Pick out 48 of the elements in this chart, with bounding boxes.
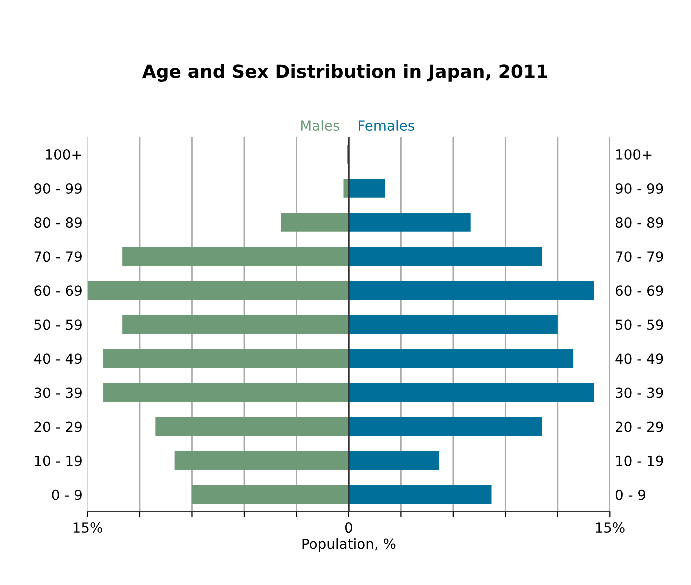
bar [348, 179, 386, 198]
bar [281, 213, 349, 232]
category-label: 100+ [46, 149, 82, 160]
bar [348, 315, 558, 334]
category-label: 0 - 9 [52, 490, 82, 500]
category-label: 30 - 39 [34, 388, 82, 398]
bar [348, 349, 574, 368]
chart-title: Age and Sex Distribution in Japan, 2011 [142, 64, 548, 82]
x-tick-label: 0 [345, 522, 352, 534]
category-label: 20 - 29 [34, 422, 82, 432]
bar [348, 213, 471, 232]
bar [348, 247, 542, 266]
y-tick-label: 70 - 79 [616, 252, 664, 262]
y-tick-label: 30 - 39 [616, 388, 664, 398]
category-label: 10 - 19 [35, 456, 82, 466]
bar [348, 281, 594, 300]
bar [103, 349, 349, 368]
y-tick-label: 50 - 59 [616, 320, 664, 330]
text: Females [359, 120, 414, 132]
category-label: 40 - 49 [34, 354, 82, 364]
category-label: 60 - 69 [34, 286, 82, 296]
series-label: Males [301, 120, 340, 132]
y-tick-label: 20 - 29 [616, 422, 664, 432]
y-tick-label: 0 - 9 [616, 490, 646, 500]
y-tick-label: 90 - 99 [616, 184, 664, 194]
bar [174, 451, 349, 470]
x-tick-label: 15% [74, 522, 102, 534]
bar [348, 417, 542, 436]
y-tick-label: 10 - 19 [616, 456, 664, 466]
bar [156, 417, 349, 436]
bar [122, 315, 349, 334]
y-tick-label: 60 - 69 [616, 286, 664, 296]
y-tick-label: 100+ [616, 149, 652, 160]
y-tick-label: 80 - 89 [616, 218, 664, 228]
bar [122, 247, 349, 266]
bar [103, 383, 349, 402]
category-label: 50 - 59 [34, 320, 82, 330]
x-tick-label: 15% [596, 522, 625, 534]
bar [348, 485, 492, 504]
category-label: 70 - 79 [34, 252, 82, 262]
category-label: 80 - 89 [34, 218, 82, 228]
bar [348, 383, 594, 402]
x-axis-title: Population, % [302, 538, 396, 552]
bar [88, 281, 349, 300]
bar [192, 485, 349, 504]
y-tick-label: 40 - 49 [616, 354, 664, 364]
bar [348, 451, 440, 470]
category-label: 90 - 99 [34, 184, 82, 194]
